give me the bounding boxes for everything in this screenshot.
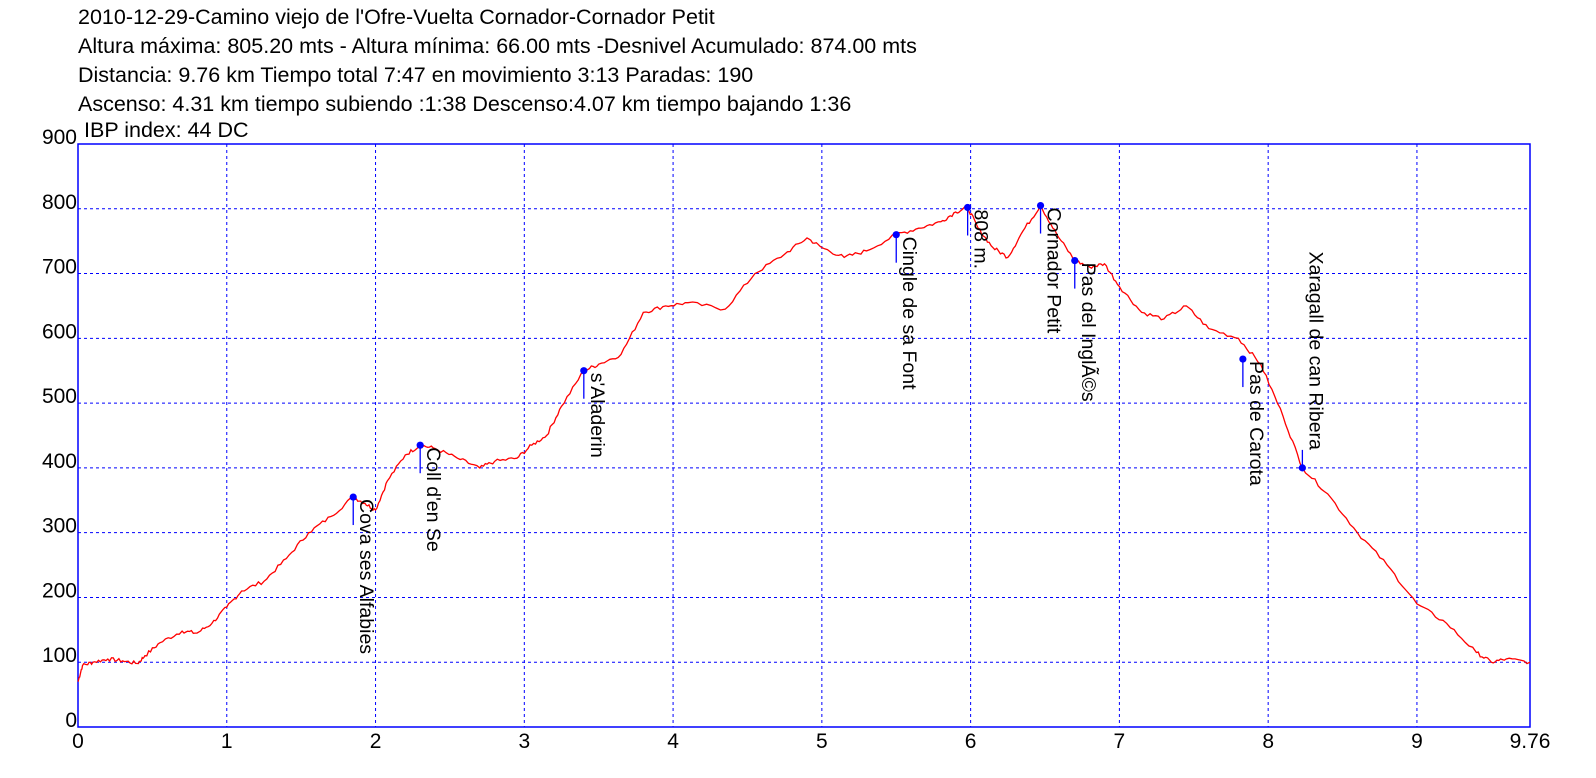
waypoint: Pas de Carota [1239, 355, 1267, 486]
x-tick-label: 9 [1411, 730, 1423, 753]
waypoint-label: Coll d'en Se [422, 447, 444, 552]
waypoint-label: Pas del InglÃ©s [1077, 263, 1101, 402]
waypoint-marker [1071, 257, 1079, 265]
waypoint: Cornador Petit [1036, 201, 1065, 334]
x-tick-label: 8 [1262, 730, 1274, 753]
waypoint: Pas del InglÃ©s [1071, 257, 1101, 402]
x-tick-label: 3 [518, 730, 530, 753]
waypoint: 808 m. [964, 203, 992, 269]
y-tick-label: 200 [42, 579, 77, 602]
x-tick-label: 2 [370, 730, 382, 753]
y-axis-ticks: 0 100 200 300 400 500 600 700 800 900 [42, 126, 77, 732]
waypoints: Cova ses Alfabies Coll d'en Se s'Aladerin C… [349, 201, 1326, 654]
waypoint-marker [580, 367, 588, 375]
y-tick-label: 900 [42, 126, 77, 149]
waypoint: Xaragall de can Ribera [1298, 252, 1326, 472]
waypoint-label: Xaragall de can Ribera [1304, 252, 1326, 451]
chart-header: 2010-12-29-Camino viejo de l'Ofre-Vuelta… [78, 3, 917, 119]
waypoint-label: 808 m. [970, 209, 992, 269]
waypoint-marker [416, 441, 424, 449]
waypoint-label: Cova ses Alfabies [355, 499, 377, 654]
waypoint-marker [1036, 201, 1045, 210]
waypoint: Cingle de sa Font [892, 231, 920, 390]
x-tick-label: 4 [667, 730, 679, 753]
y-tick-label: 0 [65, 709, 77, 732]
x-tick-label: 6 [965, 730, 977, 753]
waypoint-label: Cingle de sa Font [898, 237, 920, 390]
x-tick-label: 0 [72, 730, 84, 753]
grid [78, 144, 1530, 727]
waypoint-marker [964, 203, 972, 212]
x-tick-label: 7 [1114, 730, 1126, 753]
y-tick-label: 300 [42, 515, 77, 538]
y-tick-label: 800 [42, 191, 77, 214]
waypoint-marker [349, 493, 357, 501]
waypoint-label: s'Aladerin [586, 373, 608, 458]
waypoint-marker [1239, 355, 1247, 363]
waypoint-marker [1298, 464, 1306, 472]
plot-frame [77, 143, 1531, 728]
waypoint-label: Pas de Carota [1245, 361, 1267, 486]
x-tick-label: 9.76 [1510, 730, 1551, 753]
waypoint-label: Cornador Petit [1043, 208, 1065, 334]
x-axis-ticks: 0 1 2 3 4 5 6 7 8 9 9.76 [72, 730, 1550, 753]
route-title: 2010-12-29-Camino viejo de l'Ofre-Vuelta… [78, 5, 715, 29]
ibp-index: IBP index: 44 DC [84, 118, 249, 142]
elevation-profile-line [77, 204, 1531, 682]
y-tick-label: 400 [42, 450, 77, 473]
waypoint-marker [892, 231, 900, 239]
distance-summary: Distancia: 9.76 km Tiempo total 7:47 en … [78, 63, 754, 87]
waypoint: s'Aladerin [580, 367, 608, 458]
waypoint: Coll d'en Se [416, 441, 444, 552]
y-tick-label: 600 [42, 320, 77, 343]
y-tick-label: 100 [42, 644, 77, 667]
x-tick-label: 1 [221, 730, 233, 753]
waypoint: Cova ses Alfabies [349, 493, 377, 654]
x-tick-label: 5 [816, 730, 828, 753]
y-tick-label: 500 [42, 385, 77, 408]
altitude-summary: Altura máxima: 805.20 mts - Altura mínim… [78, 34, 917, 58]
y-tick-label: 700 [42, 256, 77, 279]
ascent-descent-summary: Ascenso: 4.31 km tiempo subiendo :1:38 D… [78, 92, 852, 116]
